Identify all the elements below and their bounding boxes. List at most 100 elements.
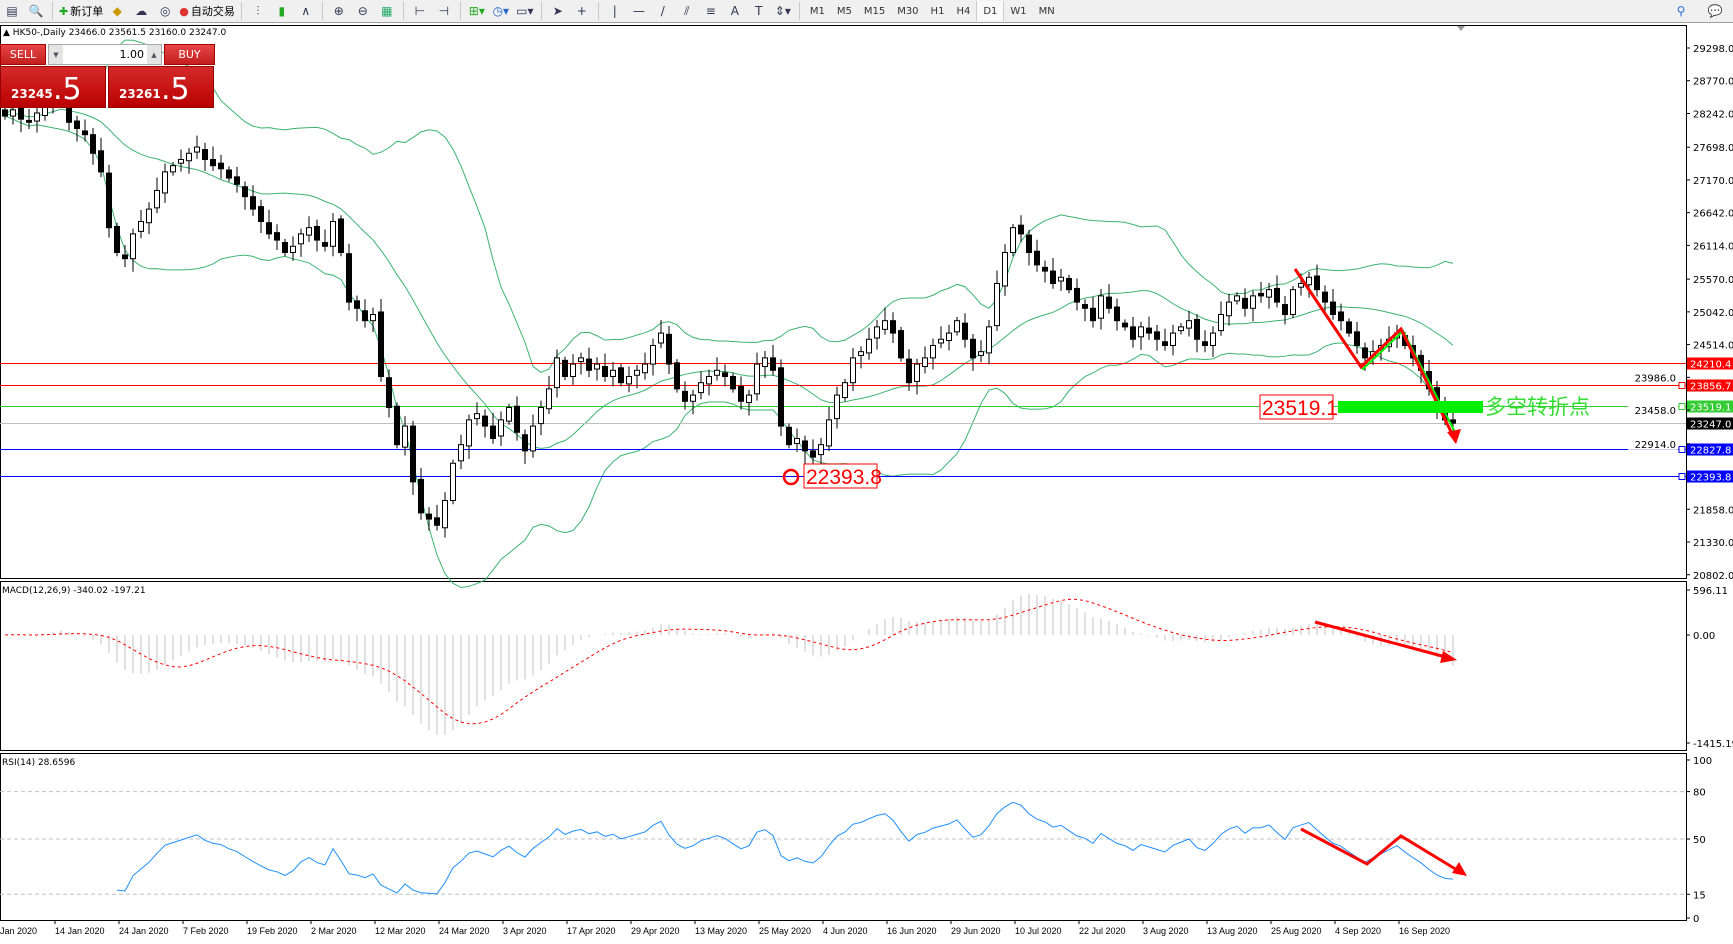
candle-body [1314,275,1320,291]
sell-price-box[interactable]: 23245 .5 [0,66,106,108]
candle [490,413,496,444]
horizontal-line-icon[interactable]: — [632,4,645,18]
candle-body [362,310,368,322]
text-icon[interactable]: A [730,4,739,18]
candle [250,185,256,216]
buy-price-box[interactable]: 23261 .5 [108,66,214,108]
timeframe-mn[interactable]: MN [1038,5,1055,17]
chart-window-icon[interactable]: ▤ [6,4,18,18]
timeframe-h1[interactable]: H1 [930,5,945,17]
zoom-out-icon[interactable]: ⊖ [357,4,368,18]
timeframe-m30[interactable]: M30 [897,5,919,17]
timeframe-w1[interactable]: W1 [1010,5,1027,17]
candle-body [1266,289,1272,298]
bollinger-lower-band [4,115,1454,589]
candle [682,381,688,410]
candle-body [202,149,208,160]
price-axis-label: 26642.0 [1693,209,1733,220]
volume-input[interactable]: ▼ 1.00 ▲ [48,44,162,65]
candle [1018,215,1024,243]
price-line-label: 23247.0 [1690,420,1731,431]
candle-body [250,196,256,210]
candle-body [570,363,576,377]
text-label-icon[interactable]: T [755,4,763,18]
main-chart-panel [0,25,1687,579]
macd-axis-label: -1415.19 [1693,739,1733,750]
zoom-in-icon[interactable]: ⊕ [333,4,344,18]
date-axis-label: Jan 2020 [0,926,38,936]
line-chart-icon[interactable]: ∧ [301,4,311,18]
candlestick-icon[interactable]: ▮ [278,4,286,18]
trendline-icon[interactable]: / [660,4,665,18]
volume-value[interactable]: 1.00 [119,48,145,61]
crosshair-icon[interactable]: + [576,4,587,18]
candle [978,340,984,363]
candle-body [410,425,416,483]
candle [986,320,992,365]
navigator-icon[interactable]: ☁ [135,4,148,18]
print-preview-icon[interactable]: 🔍 [28,4,44,18]
new-order-button[interactable]: ✚ 新订单 [57,1,105,21]
timeframe-m15[interactable]: M15 [863,5,886,17]
chat-icon[interactable]: 💬 [1707,4,1723,18]
candle-body [826,419,832,447]
date-axis-label: 3 Apr 2020 [503,926,547,936]
price-line-label-bg [1687,443,1733,456]
date-axis-label: 25 Aug 2020 [1271,926,1322,936]
price-line-label-bg [1687,379,1733,392]
periods-icon[interactable]: ◷▾ [492,4,510,18]
tile-windows-icon[interactable]: ▦ [381,4,393,18]
buy-button[interactable]: BUY [164,44,215,65]
candle [234,166,240,193]
equidistant-channel-icon[interactable]: ⫽ [684,3,690,18]
candle [818,437,824,467]
candle [1258,281,1264,303]
candle [90,127,96,165]
volume-decrease-icon[interactable]: ▼ [49,45,63,64]
candle-body [90,134,96,154]
candle [842,378,848,402]
candle [26,108,32,130]
sell-button[interactable]: SELL [0,44,46,65]
candle [1138,321,1144,350]
arrows-icon[interactable]: ⇕▾ [774,4,791,18]
candle [386,369,392,418]
candle-body [1058,276,1064,282]
auto-trading-button[interactable]: ● 自动交易 [177,1,237,21]
candle-body [442,499,448,529]
timeframe-m5[interactable]: M5 [836,5,852,17]
metaeditor-icon[interactable]: ◆ [112,4,122,18]
vertical-line-icon[interactable]: | [612,4,617,18]
candle [1346,318,1352,337]
candle [578,352,584,375]
search-icon[interactable]: ⚲ [1676,4,1686,18]
candle-body [122,254,128,260]
candle-body [1138,326,1144,338]
arrow-head-icon [1440,651,1457,663]
candle [162,163,168,203]
candle-body [330,220,336,247]
timeframe-d1[interactable]: D1 [976,1,1005,21]
candle [306,216,312,242]
indicators-icon[interactable]: ⊞▾ [468,4,485,18]
macd-divergence-arrow [1314,620,1454,661]
candle [1170,324,1176,356]
templates-icon[interactable]: ▭▾ [516,4,534,18]
timeframe-m1[interactable]: M1 [809,5,825,17]
chart-shift-marker-icon [1457,26,1465,31]
candle [538,400,544,436]
candle-body [930,344,936,359]
chart-shift-icon[interactable]: ⊣ [438,4,450,18]
candle [178,149,184,172]
volume-increase-icon[interactable]: ▲ [147,45,161,64]
timeframe-h4[interactable]: H4 [956,5,971,17]
fibonacci-icon[interactable]: ≡ [705,4,716,18]
signals-icon[interactable]: ◎ [159,4,171,18]
bar-chart-icon[interactable]: ⫶ [256,3,260,18]
date-axis-label: 4 Jun 2020 [823,926,868,936]
candle [218,154,224,179]
cursor-icon[interactable]: ➤ [552,4,563,18]
auto-scroll-icon[interactable]: ⊢ [414,4,426,18]
candle-body [754,363,760,395]
